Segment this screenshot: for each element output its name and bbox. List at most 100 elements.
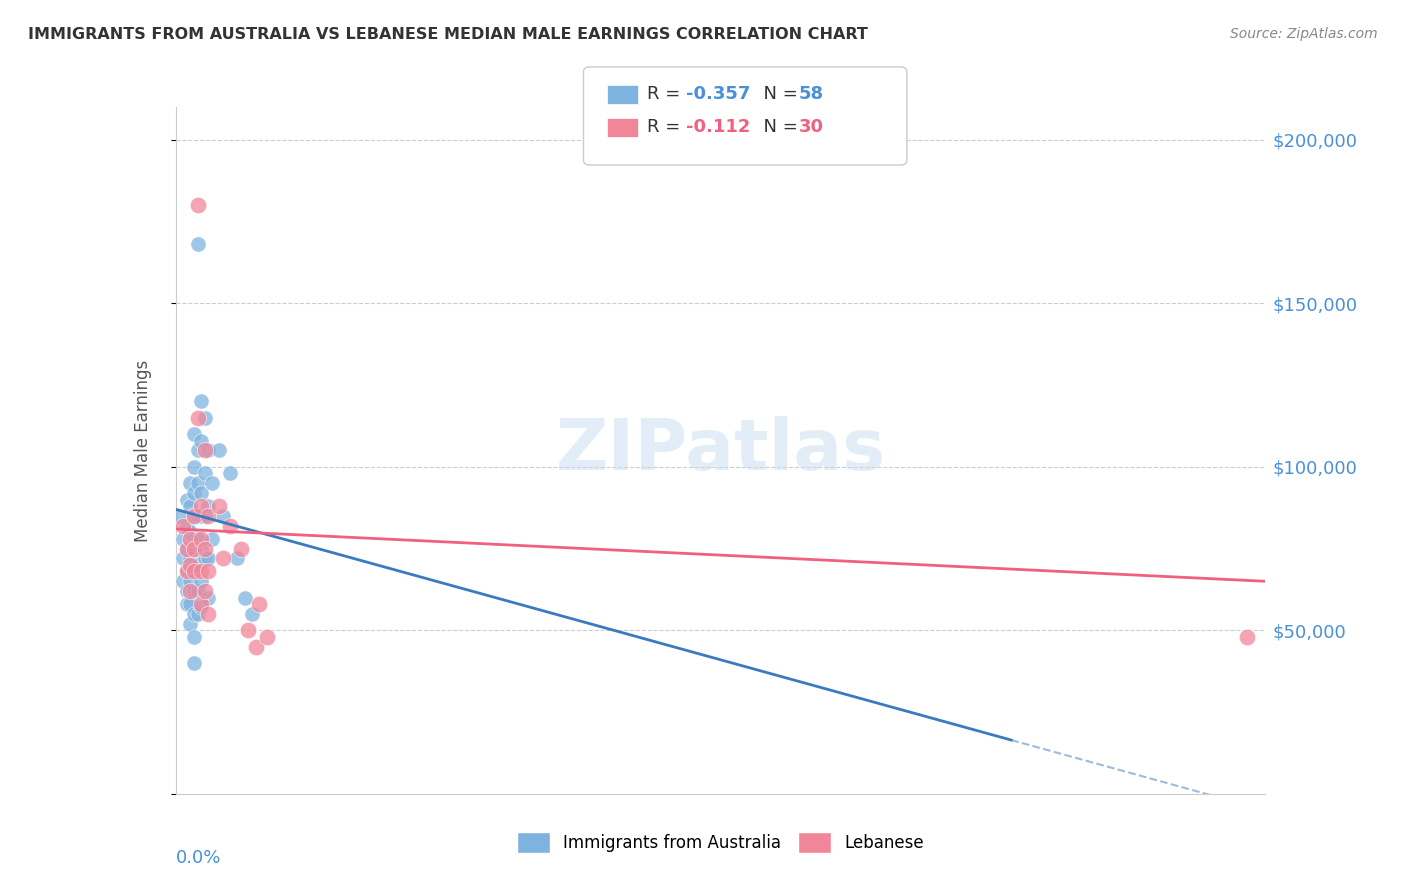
Point [240, 607, 263, 621]
Point [183, 607, 205, 621]
Point [247, 597, 270, 611]
Point [194, 467, 217, 481]
Point [219, 518, 242, 533]
Point [197, 565, 219, 579]
Point [194, 584, 217, 599]
Point [179, 584, 201, 599]
Point [190, 532, 212, 546]
Point [169, 508, 191, 523]
Point [190, 597, 212, 611]
Text: N =: N = [752, 118, 804, 136]
Point [176, 518, 198, 533]
Point [1236, 630, 1258, 644]
Point [176, 541, 198, 556]
Point [172, 574, 194, 589]
Point [197, 443, 219, 458]
Point [186, 607, 209, 621]
Point [194, 541, 217, 556]
Point [183, 532, 205, 546]
Point [186, 198, 209, 212]
Point [186, 443, 209, 458]
Point [194, 508, 217, 523]
Text: N =: N = [752, 85, 804, 103]
Point [183, 541, 205, 556]
Point [190, 565, 212, 579]
Point [183, 630, 205, 644]
Point [179, 616, 201, 631]
Point [183, 584, 205, 599]
Point [186, 508, 209, 523]
Point [176, 565, 198, 579]
Point [183, 565, 205, 579]
Point [190, 541, 212, 556]
Point [212, 508, 235, 523]
Text: -0.357: -0.357 [686, 85, 751, 103]
Point [190, 486, 212, 500]
Point [190, 434, 212, 448]
Point [176, 584, 198, 599]
Point [186, 532, 209, 546]
Point [197, 607, 219, 621]
Point [179, 525, 201, 540]
Text: IMMIGRANTS FROM AUSTRALIA VS LEBANESE MEDIAN MALE EARNINGS CORRELATION CHART: IMMIGRANTS FROM AUSTRALIA VS LEBANESE ME… [28, 27, 868, 42]
Text: -0.112: -0.112 [686, 118, 751, 136]
Point [179, 551, 201, 566]
Point [176, 492, 198, 507]
Point [201, 476, 224, 491]
Point [190, 508, 212, 523]
Text: Source: ZipAtlas.com: Source: ZipAtlas.com [1230, 27, 1378, 41]
Point [231, 541, 253, 556]
Point [172, 518, 194, 533]
Point [219, 467, 242, 481]
Text: R =: R = [647, 85, 686, 103]
Point [197, 508, 219, 523]
Point [179, 532, 201, 546]
Text: 0.0%: 0.0% [176, 849, 221, 867]
Point [183, 508, 205, 523]
Point [194, 551, 217, 566]
Point [197, 591, 219, 605]
Point [186, 476, 209, 491]
Point [183, 656, 205, 670]
Point [186, 237, 209, 252]
Text: 30: 30 [799, 118, 824, 136]
Point [208, 499, 231, 513]
Point [176, 597, 198, 611]
Point [190, 499, 212, 513]
Point [256, 630, 278, 644]
Point [183, 558, 205, 572]
Text: R =: R = [647, 118, 686, 136]
Point [190, 574, 212, 589]
Point [179, 476, 201, 491]
Point [179, 558, 201, 572]
Point [197, 499, 219, 513]
Point [186, 558, 209, 572]
Point [172, 532, 194, 546]
Point [183, 508, 205, 523]
Point [176, 565, 198, 579]
Point [186, 410, 209, 425]
Point [183, 427, 205, 442]
Point [186, 584, 209, 599]
Point [183, 459, 205, 474]
Point [190, 600, 212, 615]
Point [212, 551, 235, 566]
Point [172, 551, 194, 566]
Point [179, 574, 201, 589]
Point [179, 597, 201, 611]
Y-axis label: Median Male Earnings: Median Male Earnings [134, 359, 152, 541]
Text: 58: 58 [799, 85, 824, 103]
Text: ZIPatlas: ZIPatlas [555, 416, 886, 485]
Point [176, 541, 198, 556]
Point [179, 499, 201, 513]
Point [238, 624, 260, 638]
Point [245, 640, 267, 654]
Point [197, 551, 219, 566]
Point [208, 443, 231, 458]
Legend: Immigrants from Australia, Lebanese: Immigrants from Australia, Lebanese [509, 824, 932, 861]
Point [233, 591, 256, 605]
Point [194, 410, 217, 425]
Point [194, 443, 217, 458]
Point [190, 394, 212, 409]
Point [201, 532, 224, 546]
